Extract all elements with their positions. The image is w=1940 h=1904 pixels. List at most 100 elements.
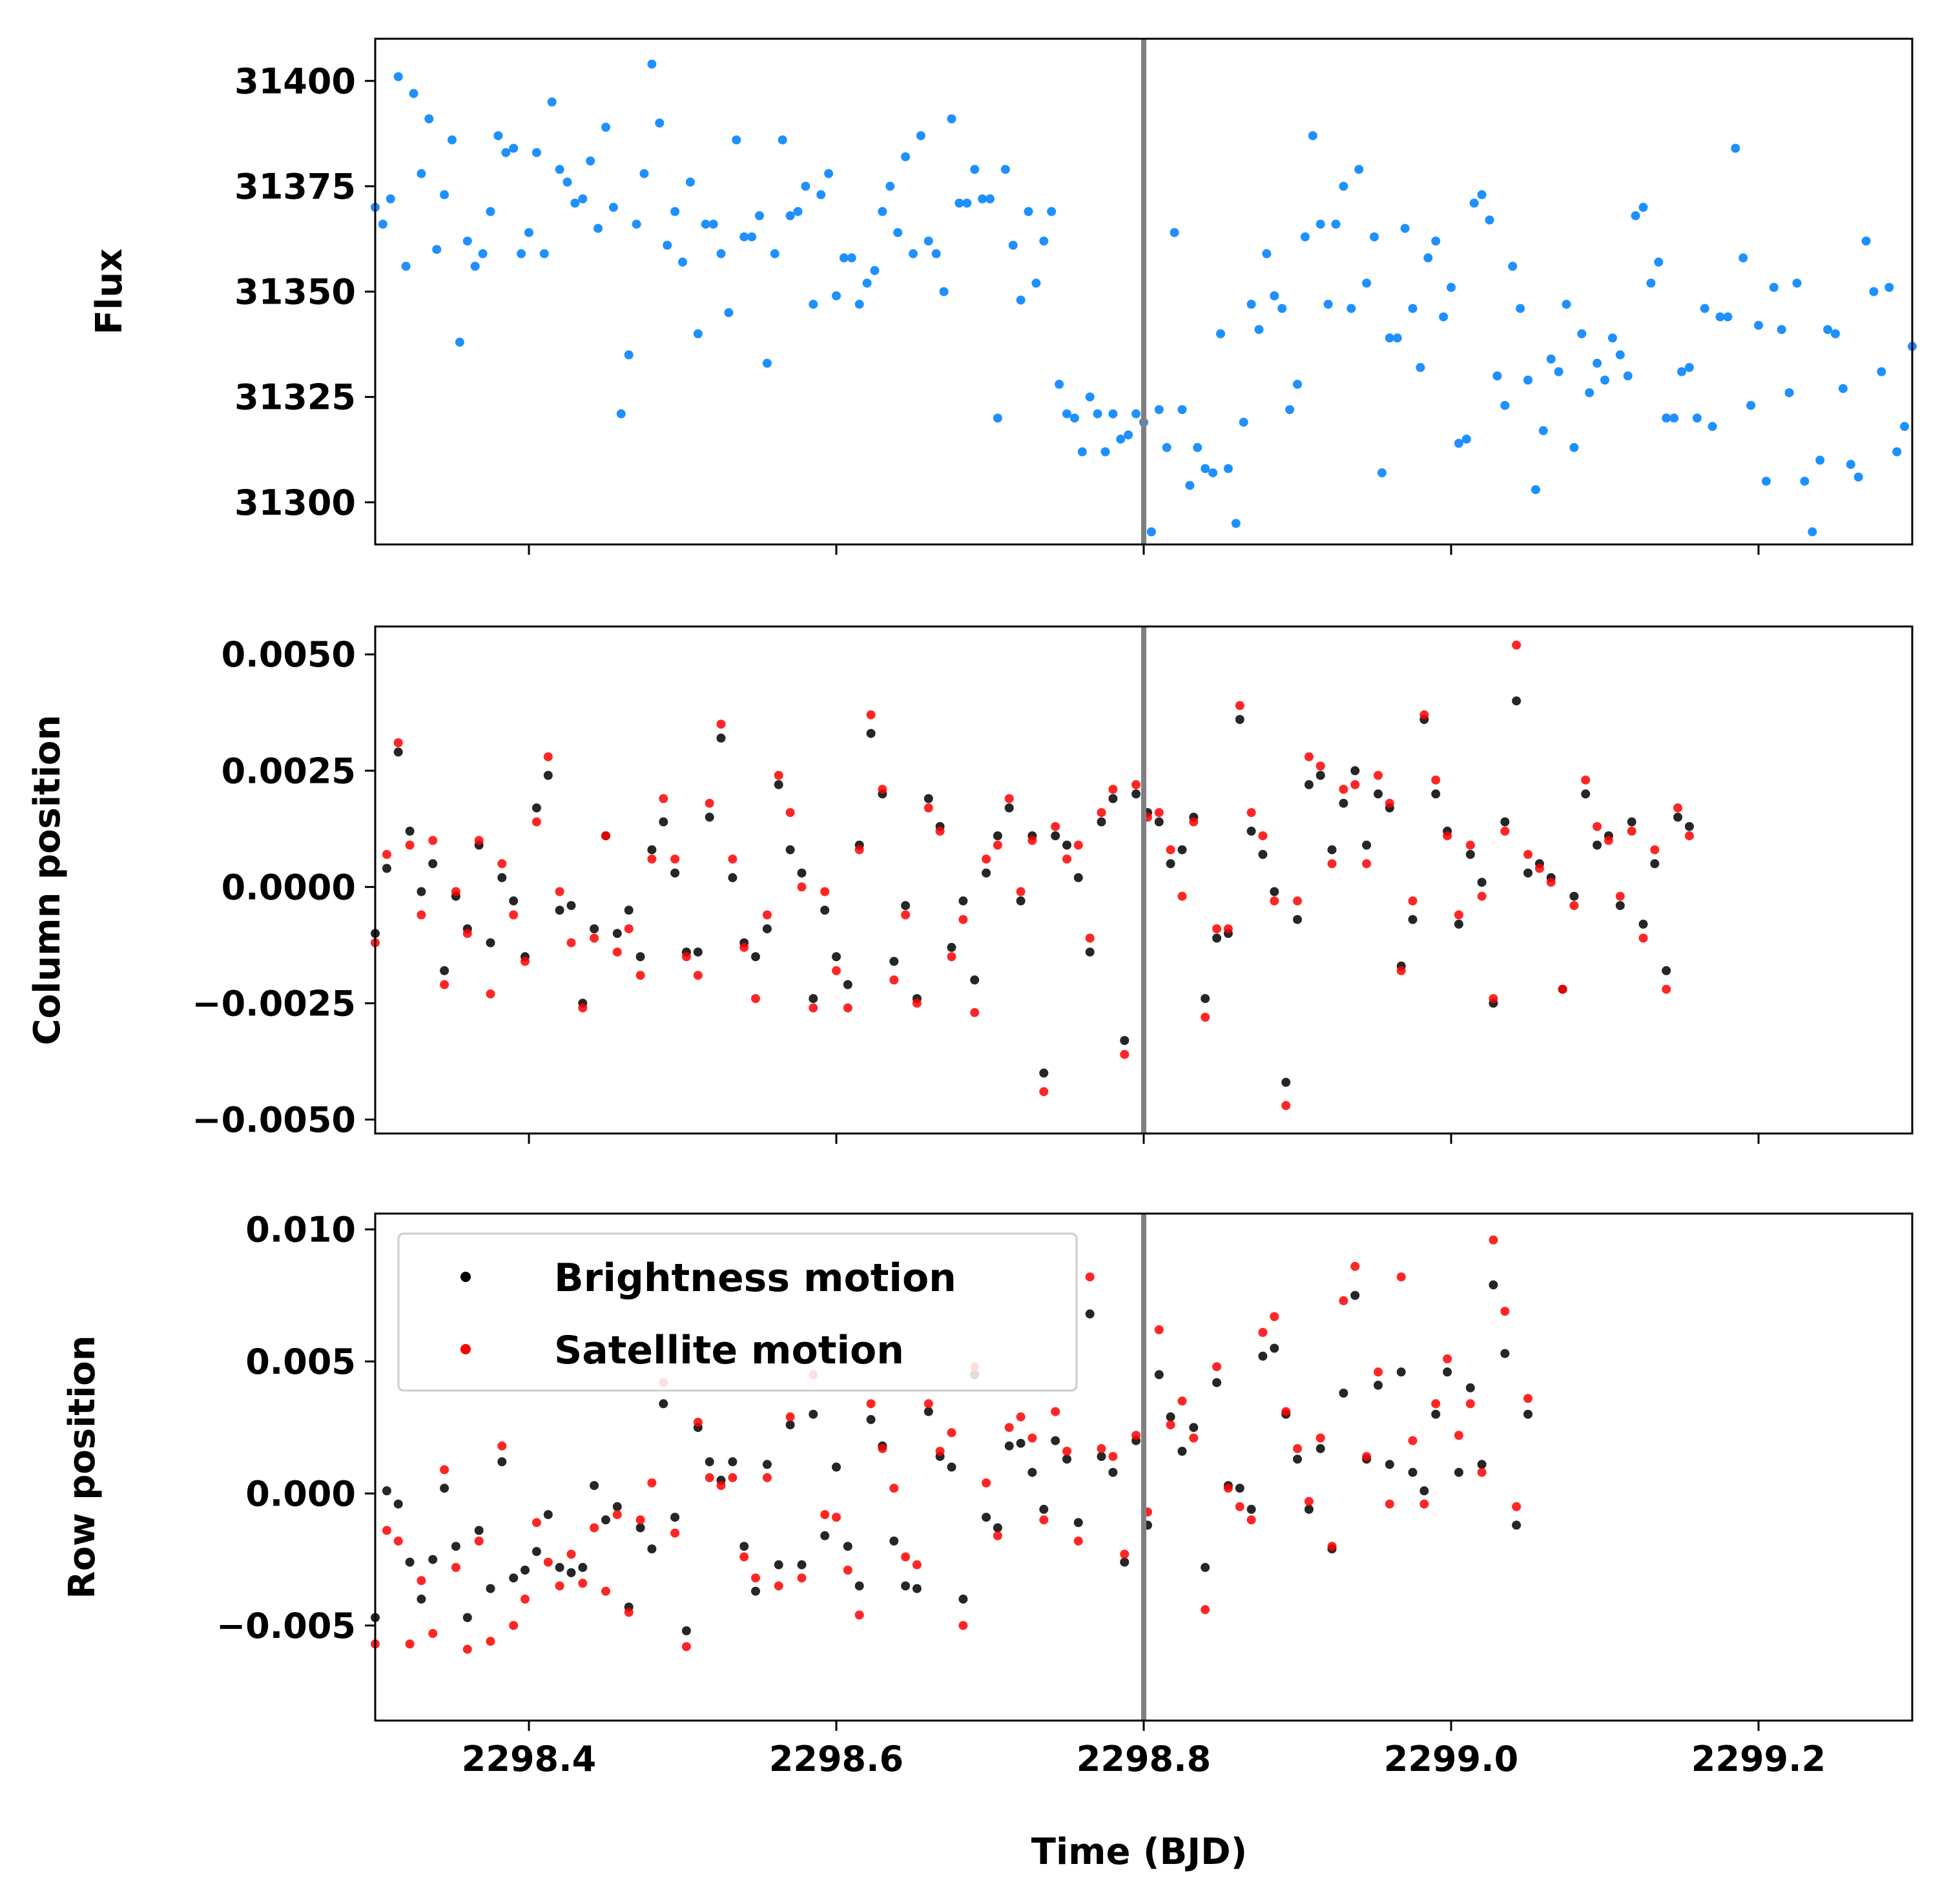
column-satellite-point — [809, 1003, 818, 1013]
flux-point — [1370, 232, 1379, 242]
row-satellite-point — [958, 1620, 968, 1630]
flux-point — [747, 232, 757, 242]
column-brightness-point — [774, 780, 783, 789]
flux-point — [1331, 220, 1341, 229]
column-satellite-point — [970, 1008, 980, 1017]
row-satellite-point — [612, 1510, 622, 1520]
column-satellite-point — [1512, 640, 1522, 650]
row-satellite-point — [693, 1418, 703, 1427]
column-brightness-point — [889, 957, 899, 966]
column-brightness-point — [590, 924, 599, 934]
flux-point — [1531, 485, 1540, 495]
row-position-panel: −0.005 0.000 0.005 0.010 Row position 2298.4 2… — [61, 1210, 1914, 1779]
flux-point — [1108, 409, 1118, 419]
column-brightness-point — [1062, 840, 1071, 850]
flux-point — [962, 198, 972, 208]
flux-point — [1047, 207, 1057, 216]
column-satellite-point — [739, 942, 749, 952]
row-brightness-point — [1004, 1441, 1014, 1451]
row-brightness-point — [1339, 1389, 1348, 1398]
column-brightness-point — [624, 905, 634, 915]
flux-point — [462, 236, 472, 246]
flux-point — [685, 177, 695, 187]
row-satellite-point — [1362, 1452, 1372, 1462]
column-brightness-point — [382, 864, 391, 873]
row-satellite-point — [889, 1484, 899, 1493]
column-satellite-point — [474, 836, 484, 845]
column-satellite-point — [393, 738, 403, 747]
column-brightness-point — [1523, 868, 1532, 878]
flux-point — [978, 194, 987, 203]
flux-point — [432, 245, 442, 254]
row-satellite-point — [751, 1573, 760, 1583]
column-satellite-point — [1258, 831, 1268, 841]
flux-point — [1124, 430, 1133, 440]
column-satellite-point — [1500, 826, 1510, 836]
column-satellite-point — [647, 854, 657, 864]
row-brightness-point — [1477, 1460, 1487, 1469]
column-brightness-point — [785, 845, 795, 854]
column-satellite-point — [566, 938, 576, 947]
x-tick-label: 2299.0 — [1384, 1739, 1518, 1779]
row-satellite-point — [705, 1473, 714, 1482]
flux-point — [924, 236, 933, 246]
column-position-panel: −0.0050 −0.0025 0.0000 0.0025 0.0050 Column p… — [26, 625, 1914, 1144]
column-satellite-point — [601, 831, 610, 841]
flux-point — [1146, 527, 1156, 537]
row-brightness-point — [590, 1481, 599, 1491]
row-satellite-point — [1235, 1502, 1244, 1511]
flux-point — [755, 211, 764, 220]
flux-point — [1270, 291, 1279, 300]
row-brightness-point — [578, 1562, 588, 1572]
flux-point — [440, 190, 449, 200]
row-satellite-point — [1051, 1407, 1060, 1416]
flux-point — [1731, 143, 1740, 153]
row-satellite-point — [1004, 1423, 1014, 1433]
column-brightness-point — [647, 845, 657, 854]
flux-point — [409, 88, 418, 98]
row-satellite-point — [670, 1528, 680, 1538]
column-satellite-point — [382, 849, 391, 859]
row-satellite-point — [1385, 1499, 1394, 1509]
column-brightness-point — [1627, 817, 1636, 827]
series-2 — [371, 640, 1694, 1110]
column-satellite-point — [509, 910, 519, 920]
column-satellite-point — [1662, 984, 1671, 994]
column-satellite-point — [1051, 822, 1060, 831]
column-brightness-point — [1258, 849, 1268, 859]
row-brightness-point — [555, 1562, 564, 1572]
flux-point — [1316, 220, 1325, 229]
flux-point — [1454, 439, 1463, 448]
flux-point — [517, 249, 526, 258]
row-brightness-point — [497, 1457, 507, 1467]
row-brightness-point — [705, 1457, 714, 1467]
row-brightness-point — [901, 1581, 911, 1591]
flux-point — [1692, 413, 1702, 423]
row-brightness-point — [785, 1420, 795, 1430]
flux-point — [1846, 460, 1855, 469]
column-brightness-point — [1177, 845, 1187, 854]
column-brightness-point — [1166, 859, 1175, 869]
column-satellite-point — [1189, 817, 1199, 827]
row-brightness-point — [751, 1586, 760, 1596]
row-brightness-point — [681, 1626, 691, 1635]
column-satellite-point — [1477, 891, 1487, 901]
y-tick-label: 31300 — [234, 482, 356, 523]
column-brightness-point — [1477, 878, 1487, 887]
x-tick-label: 2298.6 — [769, 1739, 903, 1779]
column-brightness-point — [1270, 887, 1279, 896]
row-brightness-point — [958, 1594, 968, 1604]
flux-point — [1477, 190, 1487, 200]
flux-point — [778, 135, 787, 145]
column-satellite-point — [878, 785, 887, 794]
column-brightness-point — [509, 896, 519, 905]
flux-point — [1416, 363, 1425, 372]
flux-point — [1808, 527, 1817, 537]
flux-point — [1538, 426, 1548, 435]
column-satellite-point — [1615, 891, 1625, 901]
column-satellite-point — [1546, 878, 1556, 887]
row-brightness-point — [635, 1523, 645, 1533]
column-brightness-point — [832, 952, 841, 962]
row-brightness-point — [832, 1462, 841, 1472]
flux-point — [1700, 304, 1709, 313]
